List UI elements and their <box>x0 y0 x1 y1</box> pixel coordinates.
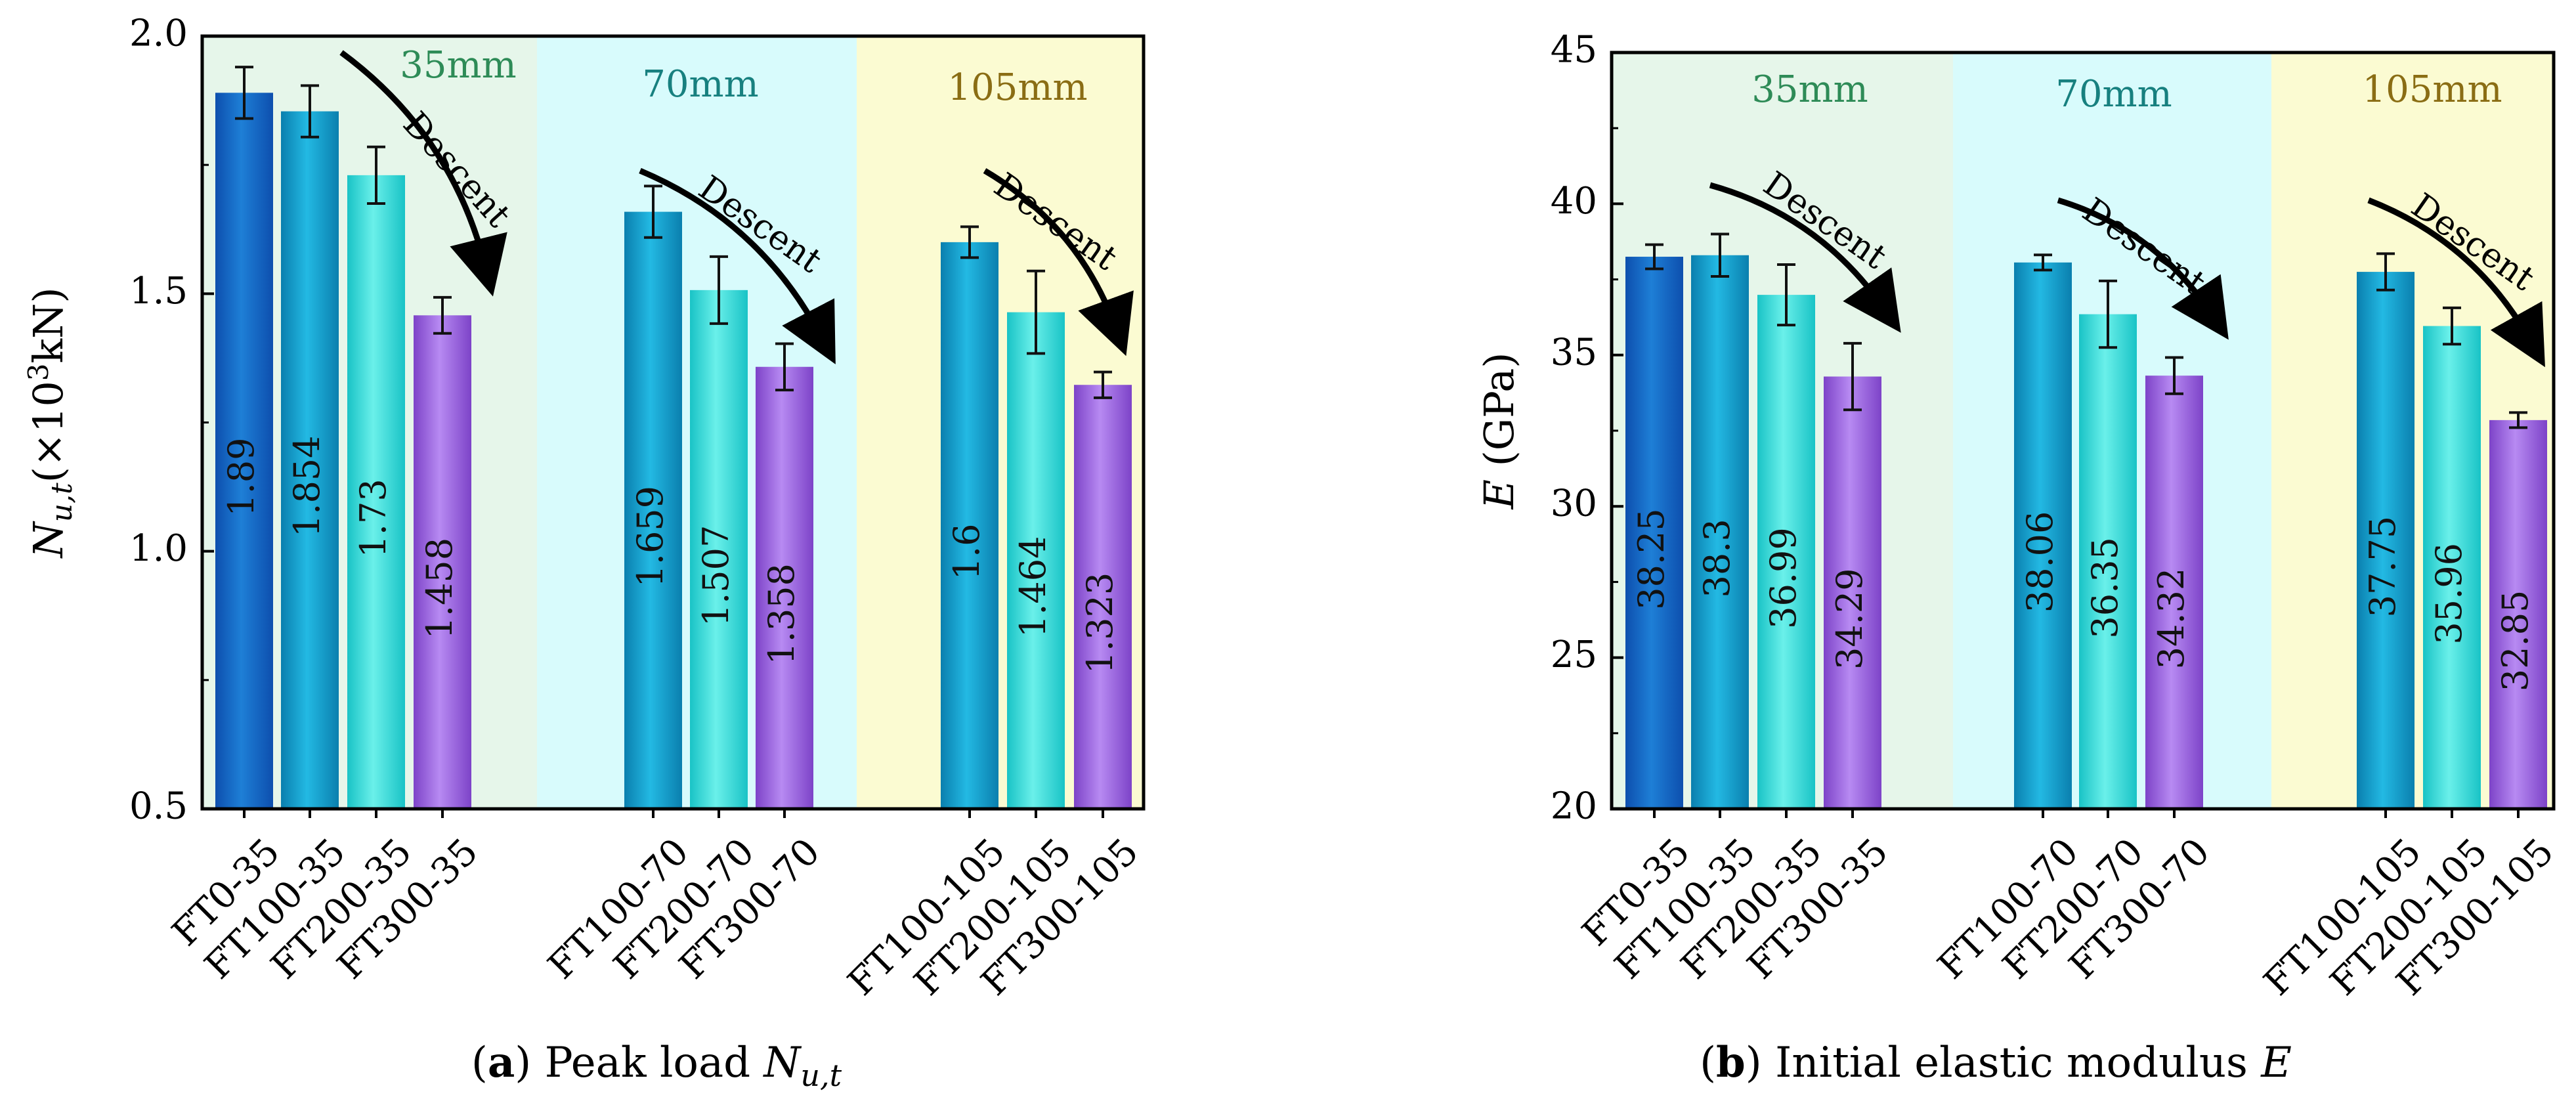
value-label: 1.323 <box>1079 572 1121 674</box>
value-label: 37.75 <box>2362 516 2403 618</box>
y-tick-label: 1.5 <box>129 270 188 313</box>
bar-FT200-70 <box>690 290 748 809</box>
y-tick-label: 20 <box>1551 785 1597 828</box>
error-bar <box>1645 243 1664 270</box>
error-bar <box>1843 341 1862 412</box>
error-bar <box>2034 253 2052 272</box>
y-axis-label: E (GPa) <box>1475 353 1523 510</box>
error-bar <box>960 225 979 259</box>
error-bar <box>2509 411 2527 429</box>
y-tick-label: 45 <box>1551 29 1597 72</box>
value-label: 36.35 <box>2084 537 2126 639</box>
descent-arrow <box>339 50 507 297</box>
y-tick-label: 25 <box>1551 634 1597 676</box>
error-bar <box>1027 269 1045 355</box>
y-tick-label: 30 <box>1551 483 1597 525</box>
value-label: 1.73 <box>353 479 394 557</box>
band-label: 70mm <box>2055 73 2172 116</box>
bar-FT200-70 <box>2079 314 2137 809</box>
error-bar <box>710 255 728 325</box>
y-tick-label: 40 <box>1551 180 1597 223</box>
error-bar <box>2376 252 2395 291</box>
y-axis-label: Nu,t(×103kN) <box>22 287 79 559</box>
bar-FT200-105 <box>1007 312 1065 810</box>
error-bar <box>2443 306 2461 346</box>
band-label: 35mm <box>1751 68 1868 111</box>
descent-arrow <box>2057 197 2229 340</box>
value-label: 1.464 <box>1012 536 1054 637</box>
caption: (a) Peak load Nu,t <box>471 1038 842 1093</box>
descent-arrow <box>1709 182 1901 333</box>
bar-FT0-35 <box>1625 257 1683 809</box>
error-bar <box>2165 356 2183 395</box>
bar-FT100-70 <box>624 211 682 810</box>
bar-FT100-35 <box>1691 255 1749 810</box>
descent-arrow <box>639 167 836 364</box>
value-label: 36.99 <box>1763 527 1804 629</box>
bar-FT300-70 <box>756 366 813 809</box>
value-label: 35.96 <box>2428 543 2470 645</box>
value-label: 34.32 <box>2151 568 2192 670</box>
bar-FT200-35 <box>1757 295 1815 809</box>
value-label: 34.29 <box>1829 568 1870 670</box>
bar-FT300-70 <box>2145 376 2203 809</box>
y-tick-label: 2.0 <box>129 12 188 55</box>
value-label: 1.659 <box>630 486 671 588</box>
bar-FT100-35 <box>281 111 339 810</box>
error-bar <box>235 66 253 120</box>
value-label: 1.458 <box>419 538 460 639</box>
chart-elastic-modulus: 35mm 70mm 105mm38.25FT0-3538.3FT100-3536.9… <box>1475 29 2562 1088</box>
bar-FT300-105 <box>2489 420 2547 809</box>
bar-FT100-105 <box>2357 272 2415 810</box>
error-bar <box>433 295 452 335</box>
bar-FT300-35 <box>414 315 471 810</box>
y-tick-label: 35 <box>1551 331 1597 374</box>
error-bar <box>1094 370 1112 399</box>
y-tick-label: 0.5 <box>129 785 188 828</box>
band-label: 35mm <box>400 44 516 87</box>
value-label: 1.507 <box>695 525 737 627</box>
caption: (b) Initial elastic modulus E <box>1700 1038 2292 1087</box>
value-label: 38.25 <box>1631 508 1672 610</box>
value-label: 1.6 <box>946 523 987 580</box>
value-label: 38.06 <box>2019 511 2061 613</box>
bar-FT300-105 <box>1074 385 1132 809</box>
bar-FT200-35 <box>347 175 405 809</box>
descent-arrow <box>983 168 1134 356</box>
bar-FT300-35 <box>1824 376 1881 809</box>
y-tick-label: 1.0 <box>129 527 188 570</box>
error-bar <box>367 145 385 205</box>
error-bar <box>2099 279 2117 349</box>
value-label: 1.358 <box>761 563 802 665</box>
error-bar <box>301 84 319 139</box>
bar-FT100-105 <box>941 242 998 809</box>
error-bar <box>644 184 662 239</box>
value-label: 1.854 <box>286 435 328 537</box>
chart-peak-load: 35mm 70mm 105mm1.89FT0-351.854FT100-351.73… <box>22 12 1147 1094</box>
error-bar <box>1777 263 1795 327</box>
band-label: 70mm <box>642 63 758 106</box>
value-label: 32.85 <box>2495 590 2536 692</box>
bar-FT100-70 <box>2014 262 2072 810</box>
value-label: 38.3 <box>1696 519 1738 597</box>
bar-FT200-105 <box>2423 326 2481 809</box>
descent-arrow <box>2367 197 2545 368</box>
value-label: 1.89 <box>221 438 262 517</box>
bar-FT0-35 <box>215 93 273 809</box>
band-label: 105mm <box>2362 68 2502 111</box>
error-bar <box>1711 232 1729 278</box>
band-label: 105mm <box>947 66 1087 109</box>
